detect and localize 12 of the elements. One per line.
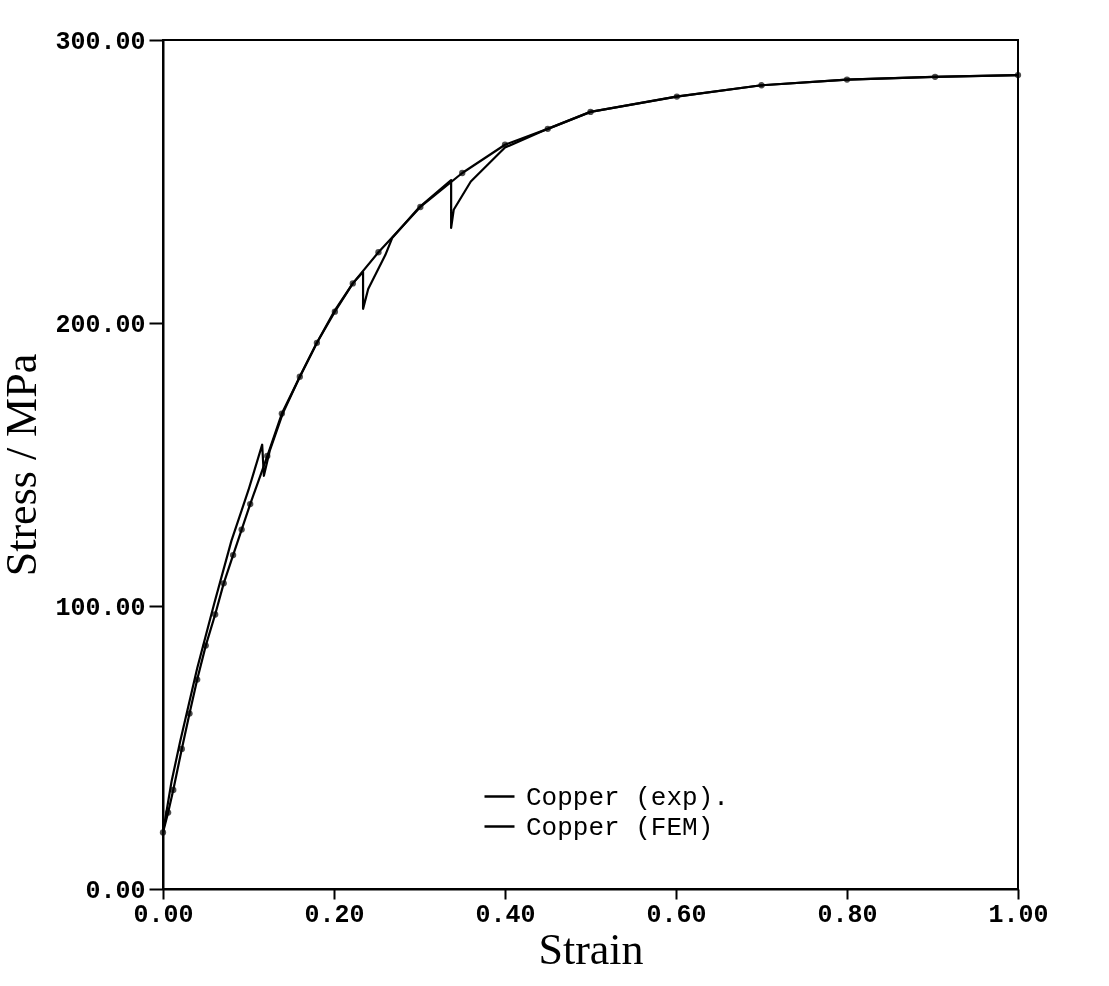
x-axis-title: Strain bbox=[538, 924, 644, 974]
x-tick-label: 1.00 bbox=[988, 900, 1049, 930]
legend-label: Copper (exp). bbox=[526, 782, 729, 813]
x-tick-label: 0.40 bbox=[475, 900, 536, 930]
x-tick-label: 0.20 bbox=[304, 900, 365, 930]
y-tick-label: 200.00 bbox=[55, 310, 146, 340]
y-tick-label: 100.00 bbox=[55, 593, 146, 623]
x-tick-label: 0.80 bbox=[817, 900, 878, 930]
y-tick-label: 300.00 bbox=[55, 27, 146, 57]
legend-label: Copper (FEM) bbox=[526, 812, 714, 843]
y-axis-title: Stress / MPa bbox=[0, 353, 47, 577]
x-tick-label: 0.60 bbox=[646, 900, 707, 930]
